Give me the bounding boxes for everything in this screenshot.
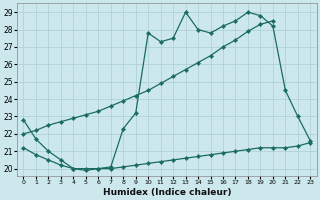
X-axis label: Humidex (Indice chaleur): Humidex (Indice chaleur)	[103, 188, 231, 197]
